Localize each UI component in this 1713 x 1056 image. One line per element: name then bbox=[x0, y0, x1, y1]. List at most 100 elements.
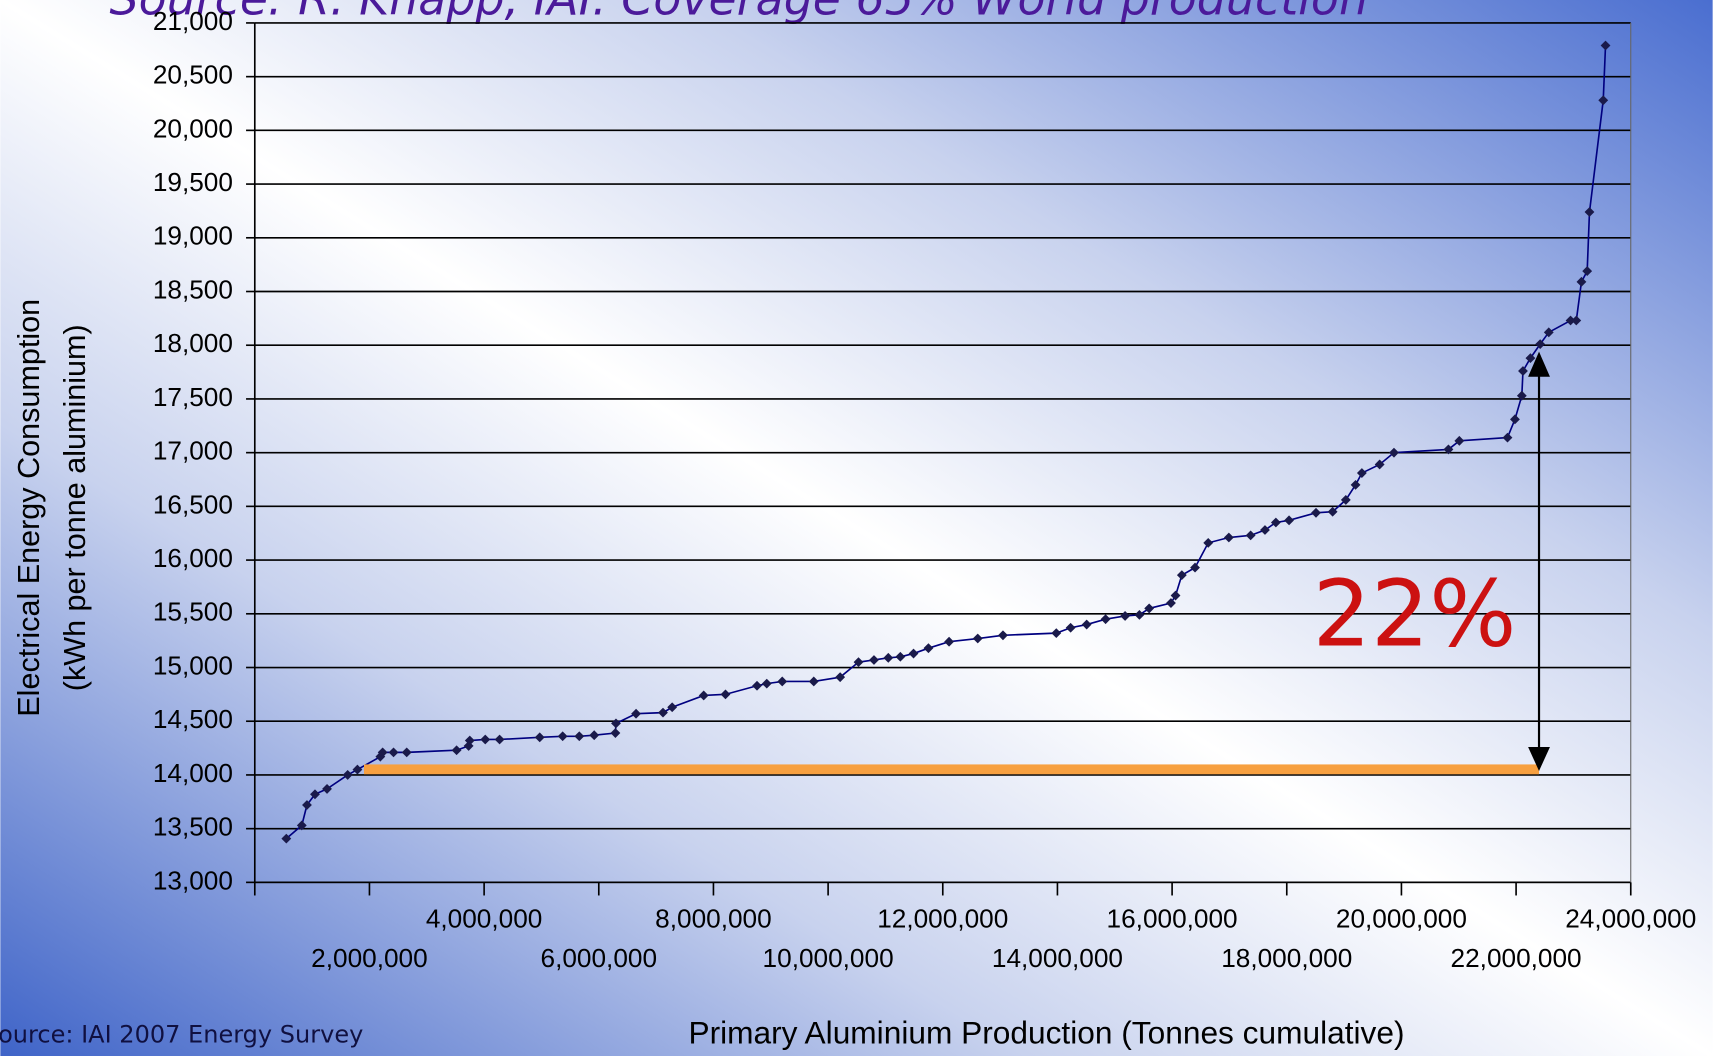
data-point bbox=[720, 689, 731, 700]
data-point bbox=[377, 747, 388, 758]
data-point bbox=[1584, 207, 1595, 217]
data-point bbox=[895, 651, 906, 662]
y-tick-label: 17,500 bbox=[153, 382, 233, 412]
title: Source: R. Knapp, IAI. Coverage 65% Worl… bbox=[110, 0, 1369, 26]
data-point bbox=[1190, 562, 1200, 573]
data-point bbox=[777, 676, 788, 687]
data-point bbox=[1502, 432, 1513, 443]
plot: 13,000 13,500 14,000 14,500 15,000 15,500 16,0… bbox=[153, 6, 1696, 973]
x-tick-label: 10,000,000 bbox=[763, 943, 894, 973]
data-point bbox=[610, 728, 621, 738]
data-point bbox=[908, 648, 919, 659]
data-point bbox=[322, 783, 332, 794]
data-point bbox=[1516, 390, 1527, 401]
x-tick-label: 12,000,000 bbox=[877, 904, 1008, 934]
data-point bbox=[1543, 327, 1554, 338]
y-tick-label: 14,000 bbox=[153, 758, 233, 788]
data-point bbox=[853, 657, 864, 668]
data-point bbox=[667, 702, 678, 713]
data-point bbox=[835, 672, 846, 683]
x-tick-label: 16,000,000 bbox=[1107, 904, 1238, 934]
x-tick-label: 6,000,000 bbox=[541, 943, 658, 973]
data-point bbox=[1582, 266, 1593, 277]
data-point bbox=[611, 718, 621, 729]
data-point bbox=[1571, 315, 1582, 326]
x-tick-label: 2,000,000 bbox=[311, 943, 428, 973]
data-point bbox=[1144, 603, 1155, 614]
data-point bbox=[574, 731, 585, 742]
y-tick-label: 19,500 bbox=[153, 167, 233, 197]
y-tick-label: 18,000 bbox=[153, 328, 233, 358]
data-point bbox=[998, 630, 1008, 641]
data-point bbox=[883, 652, 894, 663]
data-point bbox=[1134, 609, 1145, 620]
data-point bbox=[1311, 507, 1321, 518]
y-tick-label: 20,500 bbox=[153, 60, 233, 90]
data-point bbox=[1270, 517, 1281, 528]
x-tick-label: 24,000,000 bbox=[1565, 904, 1696, 934]
y-tick-label: 20,000 bbox=[153, 113, 233, 143]
y-tick-label: 17,000 bbox=[153, 436, 233, 466]
y-tick-label: 14,500 bbox=[153, 704, 233, 734]
data-point bbox=[631, 708, 641, 719]
y-tick-label: 18,500 bbox=[153, 274, 233, 304]
y-axis-label: Electrical Energy Consumption bbox=[12, 299, 46, 717]
data-point bbox=[1340, 495, 1351, 505]
data-point bbox=[1510, 414, 1520, 425]
data-point bbox=[1535, 339, 1546, 350]
x-tick-label: 22,000,000 bbox=[1451, 943, 1582, 973]
x-tick-label: 8,000,000 bbox=[655, 904, 772, 934]
data-point bbox=[698, 690, 709, 701]
y-tick-label: 16,000 bbox=[153, 543, 233, 573]
data-point bbox=[869, 655, 879, 665]
data-point bbox=[1120, 611, 1131, 621]
data-point bbox=[401, 747, 412, 758]
data-point bbox=[1565, 315, 1576, 326]
source-note: Source: IAI 2007 Energy Survey bbox=[0, 1020, 363, 1048]
arrow-head bbox=[1528, 351, 1550, 377]
y-tick-label: 21,000 bbox=[153, 6, 233, 36]
y-tick-label: 15,000 bbox=[153, 650, 233, 680]
data-point bbox=[1223, 532, 1234, 543]
data-point bbox=[1203, 537, 1214, 548]
data-point bbox=[480, 734, 491, 745]
data-point bbox=[944, 636, 954, 647]
data-point bbox=[388, 747, 399, 758]
x-axis-label: Primary Aluminium Production (Tonnes cum… bbox=[688, 1015, 1404, 1051]
data-point bbox=[1260, 525, 1270, 535]
data-point bbox=[589, 730, 600, 741]
x-tick-label: 20,000,000 bbox=[1336, 904, 1467, 934]
data-point bbox=[972, 633, 983, 644]
data-point bbox=[923, 643, 934, 654]
data-point bbox=[658, 707, 668, 718]
y-axis-label: (kWh per tonne aluminium) bbox=[58, 324, 92, 691]
data-point bbox=[1598, 95, 1609, 106]
data-point bbox=[534, 732, 545, 743]
data-point bbox=[1350, 479, 1361, 490]
data-point bbox=[557, 731, 568, 742]
y-tick-label: 15,500 bbox=[153, 597, 233, 627]
data-point bbox=[1327, 506, 1338, 517]
data-point bbox=[296, 820, 307, 831]
data-point bbox=[761, 678, 772, 689]
data-point bbox=[281, 833, 292, 844]
y-tick-label: 13,500 bbox=[153, 812, 233, 842]
data-point bbox=[310, 789, 320, 800]
baseline-band bbox=[363, 764, 1540, 775]
data-point bbox=[1100, 614, 1111, 625]
x-tick-label: 4,000,000 bbox=[426, 904, 543, 934]
data-point bbox=[1245, 530, 1256, 541]
data-point bbox=[494, 734, 505, 745]
data-point bbox=[342, 770, 353, 780]
data-point bbox=[302, 800, 312, 810]
x-tick-label: 14,000,000 bbox=[992, 943, 1123, 973]
data-point bbox=[808, 676, 819, 687]
data-point bbox=[1600, 40, 1611, 51]
data-point bbox=[1284, 515, 1294, 526]
data-point bbox=[464, 735, 475, 746]
data-point bbox=[451, 745, 462, 756]
data-point bbox=[752, 680, 762, 691]
data-point bbox=[1176, 570, 1187, 581]
